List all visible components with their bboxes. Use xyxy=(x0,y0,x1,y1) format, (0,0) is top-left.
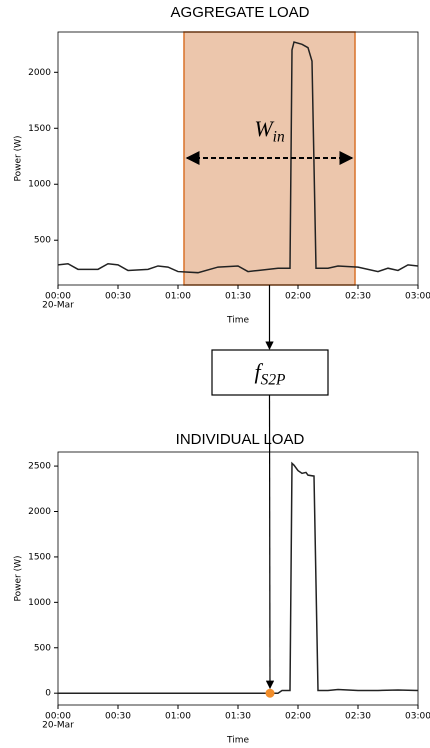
y-tick-label: 2500 xyxy=(28,462,51,472)
x-tick-label: 01:00 xyxy=(165,712,191,722)
x-tick-label: 01:00 xyxy=(165,292,191,302)
x-tick-label: 02:00 xyxy=(285,712,311,722)
window-label: Win xyxy=(254,116,285,145)
y-tick-label: 2000 xyxy=(28,507,51,517)
output-point xyxy=(265,688,275,698)
y-tick-label: 0 xyxy=(45,689,51,699)
arrow-to-output xyxy=(265,394,275,690)
x-tick-label: 03:00 xyxy=(405,712,430,722)
y-tick-label: 1500 xyxy=(28,552,51,562)
x-tick-label: 00:00 xyxy=(45,712,71,722)
chart-title: INDIVIDUAL LOAD xyxy=(176,431,305,448)
model-label: fS2P xyxy=(255,359,287,388)
y-tick-label: 1000 xyxy=(28,598,51,608)
x-tick-label: 00:00 xyxy=(45,292,71,302)
load-line xyxy=(58,41,418,274)
y-tick-label: 2000 xyxy=(28,68,51,78)
y-tick-label: 500 xyxy=(34,236,51,246)
x-tick-label: 00:30 xyxy=(105,292,131,302)
plot-frame xyxy=(57,451,419,706)
y-axis-label: Power (W) xyxy=(14,136,24,182)
model-label-sub: S2P xyxy=(261,371,286,388)
x-tick-label: 01:30 xyxy=(225,712,251,722)
x-tick-sublabel: 20-Mar xyxy=(42,301,74,311)
x-axis-label: Time xyxy=(226,316,249,326)
chart-title: AGGREGATE LOAD xyxy=(171,4,310,21)
model-label-base: f xyxy=(255,359,264,384)
window-label-base: W xyxy=(254,116,274,141)
y-tick-label: 1000 xyxy=(28,180,51,190)
x-tick-label: 03:00 xyxy=(405,292,430,302)
window-label-sub: in xyxy=(273,128,285,145)
y-axis-label: Power (W) xyxy=(14,556,24,602)
x-tick-label: 00:30 xyxy=(105,712,131,722)
y-tick-label: 1500 xyxy=(28,124,51,134)
x-tick-label: 02:30 xyxy=(345,292,371,302)
x-tick-sublabel: 20-Mar xyxy=(42,721,74,731)
x-tick-label: 01:30 xyxy=(225,292,251,302)
x-axis-label: Time xyxy=(226,736,249,746)
x-tick-label: 02:00 xyxy=(285,292,311,302)
x-tick-label: 02:30 xyxy=(345,712,371,722)
load-line xyxy=(58,461,418,694)
y-tick-label: 500 xyxy=(34,643,51,653)
